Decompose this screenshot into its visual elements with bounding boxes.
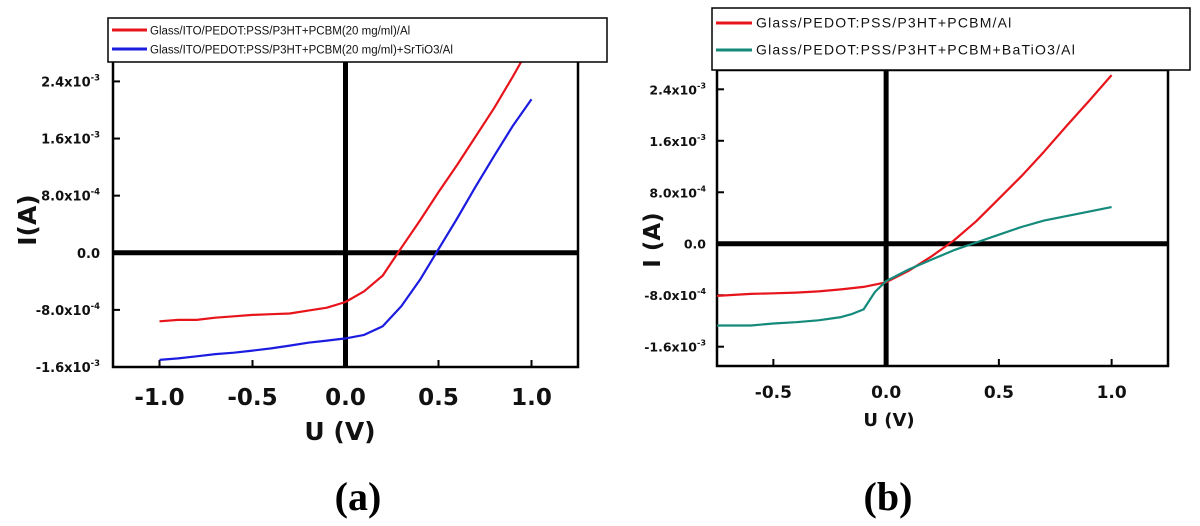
panel-label: (b) [864, 474, 913, 519]
y-axis-label: I (A) [640, 212, 666, 267]
x-tick-label: -0.5 [755, 383, 792, 403]
y-tick-label: 2.4x10-3 [649, 80, 706, 97]
legend-entry-1: Glass/ITO/PEDOT:PSS/P3HT+PCBM(20 mg/ml)/… [150, 26, 410, 38]
y-tick-label: 1.6x10-3 [649, 132, 706, 149]
y-tick-label: 0.0 [77, 247, 100, 262]
x-tick-label: 0.5 [418, 385, 459, 411]
y-tick-label: 8.0x10-4 [41, 187, 100, 205]
x-tick-label: 1.0 [1097, 383, 1127, 403]
chart-panel-a: -1.6x10-3 -8.0x10-4 0.0 8.0x10-4 1.6x10-3 2.4… [13, 17, 608, 519]
y-tick-label: 0.0 [684, 237, 706, 252]
x-tick-label: 0.0 [871, 383, 901, 403]
x-tick-label: 0.0 [325, 385, 366, 411]
legend-box [711, 7, 1191, 71]
x-tick-label: 0.5 [984, 383, 1014, 403]
series-line-1 [159, 59, 524, 323]
x-axis-label: U (V) [863, 410, 914, 431]
x-tick-label: 1.0 [511, 385, 552, 411]
y-tick-label: -8.0x10-4 [644, 286, 706, 303]
series-line-2 [717, 206, 1112, 327]
series-line-2 [159, 98, 533, 361]
y-tick-label: 8.0x10-4 [649, 183, 706, 200]
x-axis-label: U (V) [304, 417, 375, 446]
y-axis-label: I(A) [13, 194, 42, 246]
chart-panel-b: -1.6x10-3 -8.0x10-4 0.0 8.0x10-4 1.6x10-3 2.4… [640, 7, 1191, 519]
legend-entry-2: Glass/ITO/PEDOT:PSS/P3HT+PCBM(20 mg/ml)+… [150, 45, 453, 57]
y-tick-label: 2.4x10-3 [41, 72, 100, 90]
legend-entry-1: Glass/PEDOT:PSS/P3HT+PCBM/Al [756, 15, 1013, 31]
y-tick-label: -8.0x10-4 [36, 301, 100, 319]
y-tick-label: -1.6x10-3 [644, 338, 706, 355]
legend-entry-2: Glass/PEDOT:PSS/P3HT+PCBM+BaTiO3/Al [756, 42, 1076, 58]
x-tick-label: -0.5 [227, 385, 277, 411]
y-tick-label: -1.6x10-3 [36, 358, 100, 376]
y-tick-label: 1.6x10-3 [41, 130, 100, 148]
plot-frame [715, 68, 1170, 368]
x-tick-label: -1.0 [134, 385, 184, 411]
series-line-1 [716, 74, 1113, 297]
panel-label: (a) [335, 474, 382, 519]
legend-box [107, 17, 608, 63]
